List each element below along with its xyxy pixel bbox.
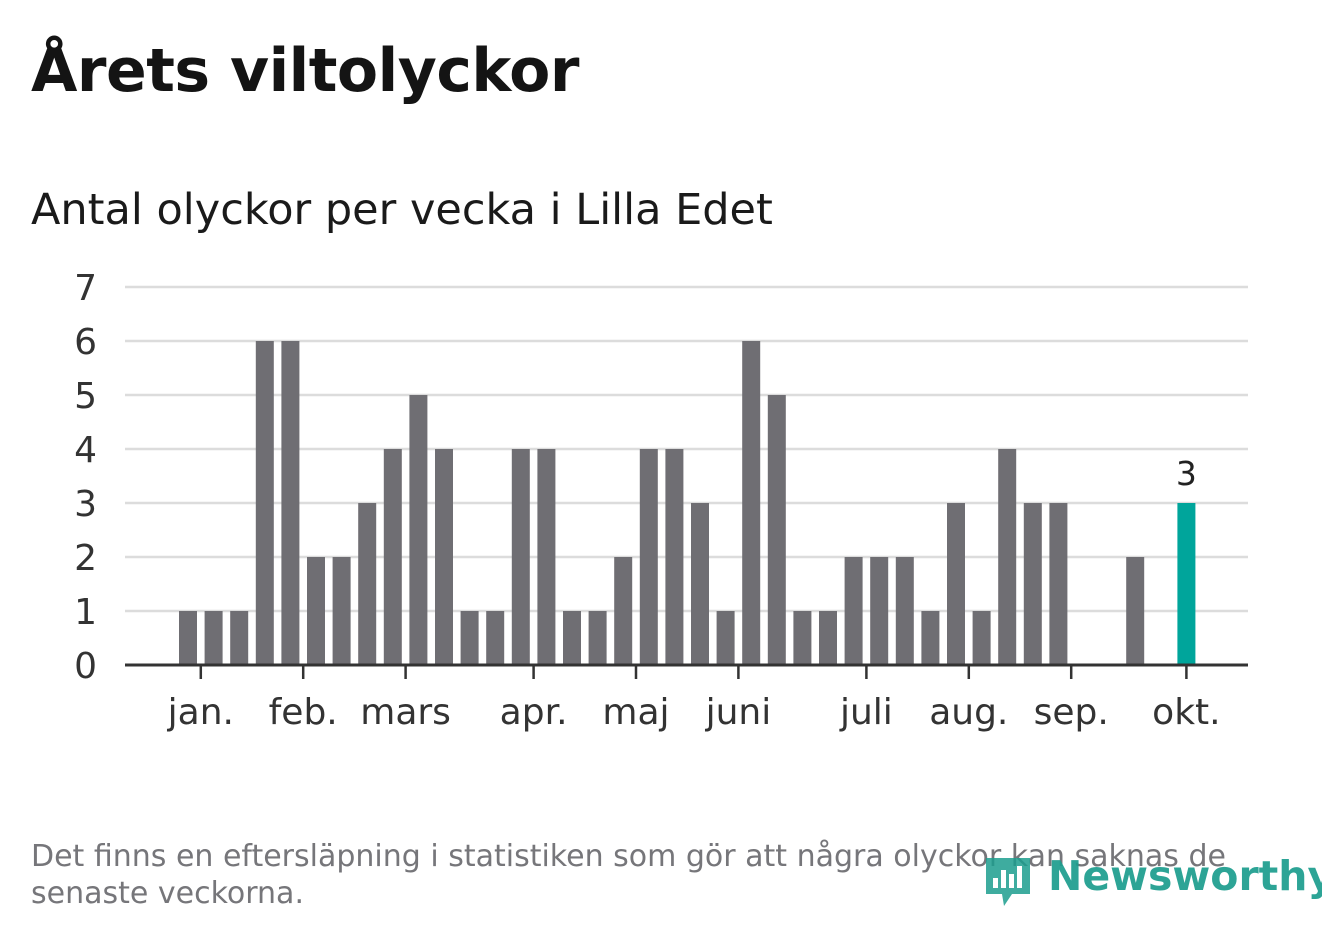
x-tick-label: jan. bbox=[167, 692, 234, 733]
bar bbox=[1023, 503, 1042, 665]
bar bbox=[742, 341, 761, 665]
bar bbox=[204, 611, 223, 665]
x-tick-label: maj bbox=[602, 692, 669, 733]
x-tick-label: feb. bbox=[269, 692, 338, 733]
bar bbox=[767, 395, 786, 665]
highlight-value-label: 3 bbox=[1176, 454, 1197, 493]
bar bbox=[870, 557, 889, 665]
bar bbox=[435, 449, 453, 665]
x-tick-label: apr. bbox=[500, 692, 568, 733]
bar bbox=[691, 503, 709, 665]
bar bbox=[358, 503, 377, 665]
bar bbox=[307, 557, 325, 665]
bar bbox=[511, 449, 530, 665]
bar bbox=[921, 611, 940, 665]
bar bbox=[947, 503, 965, 665]
bar bbox=[895, 557, 914, 665]
footnote: Det finns en eftersläpning i statistiken… bbox=[31, 839, 1226, 911]
x-tick-label: sep. bbox=[1034, 692, 1109, 733]
y-tick-label: 3 bbox=[74, 484, 97, 525]
bar bbox=[409, 395, 428, 665]
bar bbox=[230, 611, 249, 665]
y-tick-label: 2 bbox=[74, 538, 97, 579]
bar bbox=[1126, 557, 1145, 665]
bar bbox=[665, 449, 684, 665]
bar bbox=[614, 557, 633, 665]
bar bbox=[716, 611, 735, 665]
bar bbox=[998, 449, 1017, 665]
bar bbox=[383, 449, 402, 665]
bar-highlight bbox=[1177, 503, 1196, 665]
bar bbox=[1049, 503, 1068, 665]
x-tick-label: juli bbox=[839, 692, 893, 733]
bar bbox=[255, 341, 274, 665]
bars bbox=[179, 341, 1196, 665]
y-tick-label: 0 bbox=[74, 646, 97, 687]
x-tick-label: mars bbox=[360, 692, 451, 733]
bar bbox=[460, 611, 479, 665]
x-axis: jan. feb. mars apr. maj juni juli aug. sep. okt. bbox=[125, 663, 1248, 733]
bar bbox=[281, 341, 300, 665]
x-tick-label: aug. bbox=[929, 692, 1008, 733]
bar bbox=[332, 557, 351, 665]
bar bbox=[486, 611, 505, 665]
bar bbox=[972, 611, 991, 665]
y-tick-label: 1 bbox=[74, 592, 97, 633]
x-tick-label: okt. bbox=[1152, 692, 1220, 733]
y-tick-label: 6 bbox=[74, 322, 97, 363]
y-tick-label: 5 bbox=[74, 376, 97, 417]
bar bbox=[793, 611, 812, 665]
newsworthy-logo-icon bbox=[986, 858, 1030, 906]
x-tick-label: juni bbox=[705, 692, 772, 733]
bar bbox=[537, 449, 556, 665]
bar bbox=[563, 611, 581, 665]
chart-title: Årets viltolyckor bbox=[31, 36, 580, 106]
bar bbox=[179, 611, 197, 665]
y-tick-label: 4 bbox=[74, 430, 97, 471]
brand-name: Newsworthy bbox=[1048, 852, 1322, 900]
bar bbox=[639, 449, 658, 665]
y-axis-ticks: 0 1 2 3 4 5 6 7 bbox=[74, 268, 97, 687]
bar bbox=[844, 557, 863, 665]
bar bbox=[819, 611, 837, 665]
data-labels: 3 bbox=[1176, 454, 1197, 493]
brand-logo: Newsworthy bbox=[982, 850, 1322, 912]
chart-subtitle: Antal olyckor per vecka i Lilla Edet bbox=[31, 185, 773, 235]
bar bbox=[588, 611, 607, 665]
y-tick-label: 7 bbox=[74, 268, 97, 309]
